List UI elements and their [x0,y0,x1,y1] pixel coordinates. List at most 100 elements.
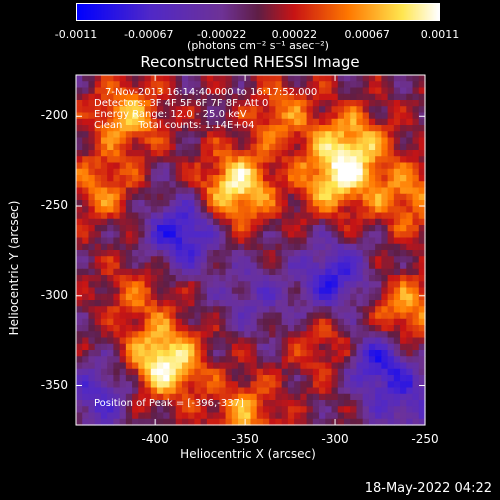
heatmap-cell [375,412,382,420]
heatmap-cell [163,375,171,382]
heatmap-cell [262,337,270,345]
heatmap-cell [306,331,314,339]
heatmap-cell [275,293,283,301]
heatmap-cell [350,156,358,164]
heatmap-cell [312,262,320,270]
heatmap-cell [412,181,420,189]
heatmap-cell [219,275,227,282]
heatmap-cell [206,131,214,139]
heatmap-cell [88,306,96,314]
heatmap-cell [138,175,146,182]
heatmap-cell [269,331,277,339]
heatmap-cell [138,362,146,370]
heatmap-cell [381,262,389,270]
heatmap-cell [312,143,320,151]
heatmap-cell [325,87,333,95]
heatmap-cell [356,281,364,289]
heatmap-cell [219,143,227,151]
heatmap-cell [157,256,164,264]
heatmap-cell [188,325,196,332]
heatmap-cell [144,275,152,282]
heatmap-cell [275,112,283,120]
heatmap-cell [107,87,114,95]
heatmap-cell [175,250,183,257]
heatmap-cell [418,256,426,264]
heatmap-cell [132,350,139,357]
heatmap-cell [206,112,214,120]
heatmap-cell [244,325,252,332]
heatmap-cell [132,150,139,157]
heatmap-cell [387,337,395,345]
heatmap-cell [181,168,189,176]
heatmap-cell [343,187,351,195]
heatmap-cell [312,150,320,157]
heatmap-cell [350,125,358,132]
heatmap-cell [387,318,395,326]
x-tick-label: -350 [231,432,259,446]
heatmap-cell [269,412,277,420]
heatmap-cell [169,193,177,201]
heatmap-cell [169,143,177,151]
heatmap-cell [132,100,139,107]
heatmap-cell [82,418,90,426]
heatmap-cell [132,368,139,376]
heatmap-cell [368,375,376,382]
heatmap-cell [113,187,121,195]
heatmap-cell [150,75,158,82]
heatmap-cell [294,93,301,101]
heatmap-cell [100,175,108,182]
heatmap-cell [350,187,358,195]
heatmap-cell [113,162,121,170]
heatmap-cell [188,162,196,170]
heatmap-cell [356,212,364,220]
heatmap-cell [406,368,414,376]
heatmap-cell [256,168,264,176]
heatmap-cell [294,237,301,245]
heatmap-cell [312,193,320,201]
heatmap-cell [281,275,289,282]
heatmap-cell [244,275,252,282]
heatmap-cell [319,250,326,257]
heatmap-cell [213,418,220,426]
heatmap-cell [375,243,382,251]
heatmap-cell [144,337,152,345]
heatmap-cell [356,156,364,164]
heatmap-cell [256,212,264,220]
heatmap-cell [175,412,183,420]
heatmap-cell [107,125,114,132]
heatmap-cell [200,187,208,195]
heatmap-cell [107,175,114,182]
heatmap-cell [225,275,233,282]
heatmap-cell [250,168,258,176]
heatmap-cell [418,225,426,232]
heatmap-cell [393,212,401,220]
heatmap-cell [281,393,289,401]
heatmap-cell [213,175,220,182]
heatmap-cell [381,400,389,407]
heatmap-cell [400,287,407,295]
heatmap-cell [238,250,245,257]
heatmap-cell [200,343,208,351]
heatmap-cell [262,200,270,207]
heatmap-cell [206,156,214,164]
heatmap-cell [88,293,96,301]
heatmap-cell [94,387,102,395]
heatmap-cell [306,381,314,389]
heatmap-cell [362,143,370,151]
heatmap-cell [387,287,395,295]
heatmap-cell [206,362,214,370]
heatmap-cell [200,131,208,139]
heatmap-cell [244,125,252,132]
heatmap-cell [300,337,308,345]
heatmap-cell [76,293,83,301]
heatmap-cell [163,175,171,182]
heatmap-cell [119,262,127,270]
heatmap-cell [362,125,370,132]
heatmap-cell [368,75,376,82]
heatmap-cell [250,137,258,145]
heatmap-cell [238,300,245,307]
heatmap-cell [107,218,114,226]
heatmap-cell [250,237,258,245]
heatmap-cell [219,393,227,401]
heatmap-cell [219,231,227,239]
